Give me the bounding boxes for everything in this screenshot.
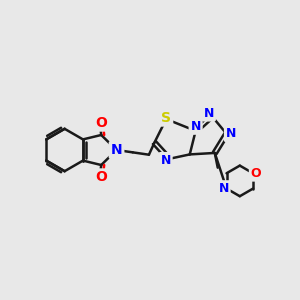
Text: S: S	[161, 111, 171, 124]
Text: N: N	[160, 154, 171, 167]
Text: O: O	[95, 170, 107, 184]
Text: N: N	[226, 127, 236, 140]
Text: O: O	[95, 116, 107, 130]
Text: N: N	[111, 143, 122, 157]
Text: N: N	[204, 107, 214, 120]
Text: N: N	[190, 120, 201, 133]
Text: O: O	[251, 167, 261, 180]
Text: N: N	[218, 182, 229, 195]
